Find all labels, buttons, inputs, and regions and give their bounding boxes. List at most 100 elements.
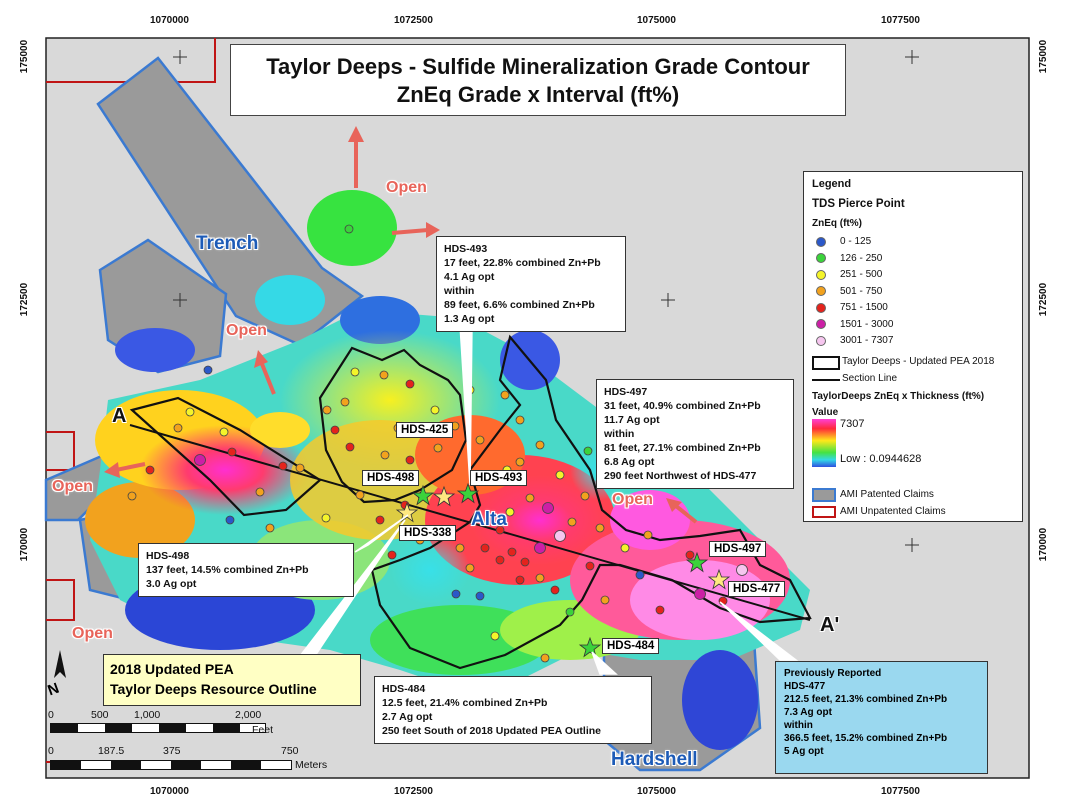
scale-feet-500: 500 [91,709,109,721]
pierce-point [185,407,195,417]
scale-meters-0: 0 [48,745,54,757]
callout-hds-497: HDS-497 31 feet, 40.9% combined Zn+Pb 11… [596,379,794,489]
legend-class-row: 126 - 250 [816,253,882,264]
title-line-2: ZnEq Grade x Interval (ft%) [396,82,680,107]
pierce-point [321,513,331,523]
legend-class-label: 126 - 250 [840,252,883,264]
north-arrow-icon [54,650,66,678]
legend-raster-title: TaylorDeeps ZnEq x Thickness (ft%) [812,391,985,402]
legend-value-ramp [812,419,836,467]
legend-low-label: Low : 0.0944628 [840,453,922,465]
previously-reported-callout: Previously Reported HDS-477 212.5 feet, … [775,661,988,774]
pierce-point [490,631,500,641]
scale-feet-2000: 2,000 [235,709,262,721]
pierce-point [405,455,415,465]
pierce-point [500,390,510,400]
callout-line: HDS-498 [146,550,190,562]
pierce-point [554,530,566,542]
pierce-point [535,573,545,583]
legend-class-row: 1501 - 3000 [816,319,893,330]
pierce-point [227,447,237,457]
pierce-point [387,550,397,560]
star-hds-493 [456,482,480,504]
legend-patented-label: AMI Patented Claims [840,489,934,500]
open-label-southwest: Open [72,625,113,642]
callout-line: 1.3 Ag opt [444,313,495,325]
x-tick-bottom-3: 1075000 [637,786,676,797]
hole-stars [395,482,731,658]
pea-outline-label: 2018 Updated PEA Taylor Deeps Resource O… [103,654,361,706]
x-tick-bottom-2: 1072500 [394,786,433,797]
callout-hds-484: HDS-484 12.5 feet, 21.4% combined Zn+Pb … [374,676,652,744]
grid-crosses [173,50,919,552]
callout-line: 137 feet, 14.5% combined Zn+Pb [146,564,309,576]
callout-line: 89 feet, 6.6% combined Zn+Pb [444,299,595,311]
callout-hds-493: HDS-493 17 feet, 22.8% combined Zn+Pb 4.… [436,236,626,332]
pierce-point [515,575,525,585]
y-tick-left-2: 172500 [19,282,31,317]
hole-label-hds-425: HDS-425 [396,422,454,438]
legend-title: Legend [812,178,852,190]
pierce-point [505,507,515,517]
pierce-point [475,435,485,445]
legend-zneq-title: ZnEq (ft%) [812,218,862,229]
callout-line: within [784,720,813,731]
hole-label-hds-493: HDS-493 [470,470,528,486]
legend-pierce-title: TDS Pierce Point [812,198,905,210]
pierce-point [225,515,235,525]
section-label-a: A [112,405,127,427]
pierce-point [451,589,461,599]
callout-line: 5 Ag opt [784,746,824,757]
pierce-point [583,446,593,456]
pierce-point [322,405,332,415]
legend-section-label: Section Line [842,373,898,384]
legend-value-label: Value [812,407,839,418]
scale-feet-0: 0 [48,709,54,721]
callout-line: 3.0 Ag opt [146,578,197,590]
pierce-point [555,470,565,480]
pierce-point [580,491,590,501]
y-tick-left-3: 170000 [19,527,31,562]
legend-class-dot [816,253,826,263]
open-label-north: Open [386,179,427,196]
pierce-point [535,440,545,450]
pierce-point [515,457,525,467]
area-label-alta: Alta [471,509,507,530]
pierce-point [433,443,443,453]
star-hds-498 [411,484,435,506]
pierce-point [534,542,546,554]
callout-line: 250 feet South of 2018 Updated PEA Outli… [382,725,601,737]
legend-class-dot [816,335,826,346]
x-tick-bottom-4: 1077500 [881,786,920,797]
pierce-point [540,653,550,663]
pierce-point [694,588,706,600]
open-arrows [104,126,698,524]
pierce-point [495,555,505,565]
pierce-point [330,425,340,435]
scale-meters-750: 750 [281,745,299,757]
callout-line: 7.3 Ag opt [784,707,832,718]
pierce-point [542,502,554,514]
pierce-point [550,585,560,595]
pierce-point [515,415,525,425]
hole-label-hds-484: HDS-484 [602,638,660,654]
pierce-point [405,379,415,389]
pierce-point [480,543,490,553]
legend-class-row: 751 - 1500 [816,302,888,313]
callout-line: HDS-497 [604,386,648,398]
star-hds-338 [395,501,419,523]
star-hds-425 [432,485,456,507]
area-label-hardshell: Hardshell [611,749,698,770]
pierce-point [643,530,653,540]
scale-meters-187: 187.5 [98,745,125,757]
legend-class-row: 0 - 125 [816,236,871,247]
legend-class-row: 3001 - 7307 [816,335,893,346]
hole-label-hds-338: HDS-338 [399,525,457,541]
y-tick-left-1: 175000 [19,39,31,74]
legend-class-label: 251 - 500 [840,269,883,280]
title-line-1: Taylor Deeps - Sulfide Mineralization Gr… [266,54,810,79]
open-label-east: Open [612,491,653,508]
pierce-point [355,490,365,500]
legend-class-label: 751 - 1500 [840,302,888,313]
